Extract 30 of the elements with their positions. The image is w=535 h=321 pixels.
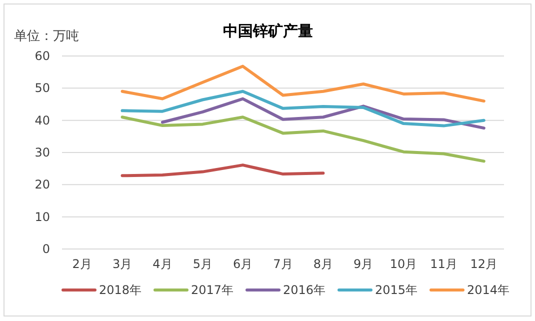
y-tick-label: 40	[34, 113, 50, 128]
x-tick-label: 2月	[72, 257, 92, 271]
x-tick-label: 5月	[192, 257, 212, 271]
x-tick-label: 8月	[313, 257, 333, 271]
x-tick-label: 9月	[354, 257, 374, 271]
x-tick-label: 6月	[233, 257, 253, 271]
line-series	[160, 97, 486, 130]
legend-label: 2014年	[467, 283, 510, 297]
line-series	[120, 164, 325, 178]
legend-label: 2015年	[375, 283, 418, 297]
x-tick-label: 11月	[430, 257, 458, 271]
y-tick-label: 60	[34, 49, 50, 63]
y-tick-label: 30	[34, 146, 50, 160]
y-axis-title: 单位：万吨	[14, 29, 79, 44]
x-tick-label: 12月	[470, 257, 498, 271]
y-tick-label: 10	[34, 210, 50, 224]
x-tick-label: 4月	[152, 257, 172, 271]
y-tick-label: 0	[42, 242, 50, 256]
chart-title: 中国锌矿产量	[223, 22, 313, 40]
legend-label: 2017年	[191, 283, 234, 297]
line-series	[120, 90, 486, 128]
legend-label: 2016年	[283, 283, 326, 297]
line-series	[120, 116, 486, 163]
x-tick-label: 7月	[273, 257, 293, 271]
x-tick-label: 10月	[390, 257, 418, 271]
line-series	[120, 64, 486, 103]
legend-label: 2018年	[99, 283, 142, 297]
y-tick-label: 20	[34, 178, 50, 192]
y-tick-label: 50	[34, 81, 50, 96]
x-tick-label: 3月	[112, 257, 132, 271]
